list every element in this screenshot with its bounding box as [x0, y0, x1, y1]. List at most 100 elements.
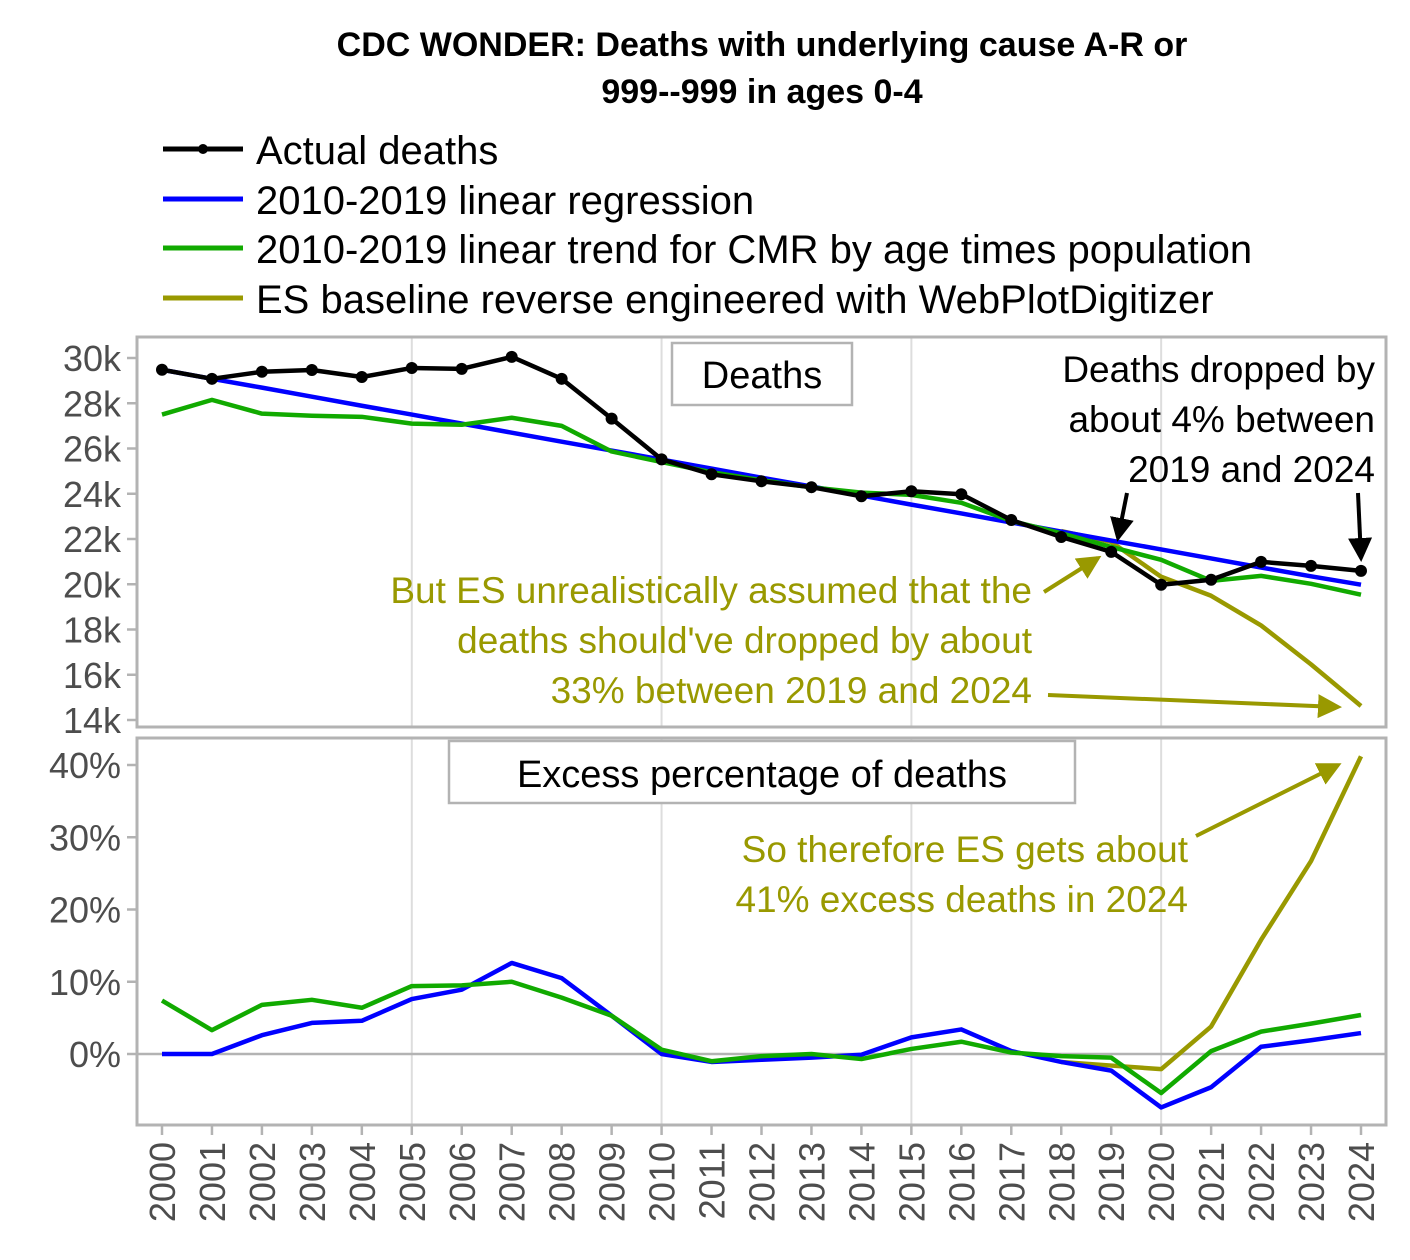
data-point-actual-2004 [355, 371, 368, 384]
x-tick-label: 2009 [592, 1142, 633, 1222]
annotation-es-excess-line-2: 41% excess deaths in 2024 [735, 879, 1188, 920]
data-point-actual-2001 [205, 372, 218, 385]
series-deaths [156, 350, 1367, 708]
data-point-actual-2008 [555, 372, 568, 385]
annotation-es-excess: So therefore ES gets about 41% excess de… [735, 763, 1342, 920]
x-tick-label: 2019 [1091, 1142, 1132, 1222]
annotation-es-arrow-2019 [1042, 555, 1102, 594]
legend-item-actual: Actual deaths [163, 129, 498, 173]
data-point-actual-2020 [1155, 578, 1168, 591]
legend-label-cmr: 2010-2019 linear trend for CMR by age ti… [256, 228, 1252, 272]
x-axis: 2000 2001 2002 2003 2004 2005 2006 2007 2008 2009… [142, 1125, 1382, 1222]
panel-label-deaths: Deaths [702, 355, 822, 397]
data-point-actual-2003 [305, 363, 318, 376]
series-line-es [1061, 755, 1364, 1072]
legend-label-es: ES baseline reverse engineered with WebP… [256, 278, 1214, 322]
legend-item-es: ES baseline reverse engineered with WebP… [163, 278, 1214, 322]
x-tick-label: 2002 [242, 1142, 283, 1222]
grid-top [410, 337, 1163, 727]
legend-item-cmr: 2010-2019 linear trend for CMR by age ti… [163, 228, 1252, 272]
panel-label-box-excess [447, 739, 1077, 805]
x-tick-label: 2016 [941, 1142, 982, 1222]
annotation-es-line-1: But ES unrealistically assumed that the [390, 570, 1032, 611]
x-tick-label: 2008 [542, 1142, 583, 1222]
x-tick-label: 2010 [642, 1142, 683, 1222]
data-point-actual-2018 [1055, 530, 1068, 543]
x-tick-label: 2024 [1341, 1142, 1382, 1222]
annotation-es-line-3: 33% between 2019 and 2024 [551, 670, 1032, 711]
x-tick-label: 2011 [692, 1142, 733, 1219]
y-tick-label: 20k [63, 564, 122, 605]
panel-excess: 0% 10% 20% 30% 40% Excess percentage of deat… [49, 736, 1388, 1127]
annotation-es-excess-line-1: So therefore ES gets about [742, 829, 1189, 870]
x-tick-label: 2020 [1141, 1142, 1182, 1222]
y-tick-label: 30% [49, 817, 121, 858]
y-tick-label: 24k [63, 474, 122, 515]
data-point-actual-2013 [805, 481, 818, 494]
x-tick-label: 2023 [1291, 1142, 1332, 1222]
x-tick-label: 2013 [791, 1142, 832, 1222]
annotation-actual-line-1: Deaths dropped by [1062, 349, 1375, 390]
chart-title-line-2: 999--999 in ages 0-4 [601, 73, 922, 111]
x-tick-label: 2022 [1241, 1142, 1282, 1222]
series-line-cmr [160, 979, 1362, 1096]
y-tick-label: 0% [69, 1034, 121, 1075]
data-point-actual-2007 [505, 350, 518, 363]
annotation-actual-line-3: 2019 and 2024 [1128, 449, 1375, 490]
y-axis-excess: 0% 10% 20% 30% 40% [49, 745, 137, 1075]
x-tick-label: 2000 [142, 1142, 183, 1222]
annotation-arrow-2019 [1110, 492, 1134, 542]
data-point-actual-2002 [255, 365, 268, 378]
data-point-actual-2010 [655, 453, 668, 466]
data-point-actual-2024 [1355, 564, 1367, 577]
x-tick-label: 2005 [392, 1142, 433, 1222]
x-tick-label: 2018 [1041, 1142, 1082, 1222]
data-point-actual-2014 [855, 490, 868, 503]
data-point-actual-2015 [905, 485, 918, 498]
y-tick-label: 30k [63, 338, 122, 379]
x-tick-label: 2004 [342, 1142, 383, 1222]
data-point-actual-2021 [1205, 573, 1218, 586]
x-tick-label: 2017 [991, 1142, 1032, 1222]
series-excess [160, 755, 1364, 1110]
data-point-actual-2022 [1255, 555, 1268, 568]
data-point-actual-2017 [1005, 513, 1018, 526]
y-tick-label: 18k [63, 610, 122, 651]
y-tick-label: 10% [49, 962, 121, 1003]
data-point-actual-2006 [455, 362, 468, 375]
data-point-actual-2000 [156, 363, 168, 376]
annotation-actual-line-2: about 4% between [1068, 399, 1375, 440]
x-tick-label: 2003 [292, 1142, 333, 1222]
data-point-actual-2023 [1305, 559, 1318, 572]
panel-border-deaths [135, 335, 1388, 729]
legend-label-actual: Actual deaths [256, 129, 498, 173]
data-point-actual-2005 [405, 361, 418, 374]
x-tick-label: 2021 [1191, 1142, 1232, 1222]
data-point-actual-2011 [705, 468, 718, 481]
x-tick-label: 2014 [841, 1142, 882, 1222]
y-tick-label: 22k [63, 519, 122, 560]
annotation-es-arrow-2024 [1047, 693, 1342, 719]
x-tick-label: 2015 [891, 1142, 932, 1222]
annotation-es-line-2: deaths should've dropped by about [457, 620, 1033, 661]
data-point-actual-2012 [755, 475, 768, 488]
legend-label-regression: 2010-2019 linear regression [256, 179, 754, 223]
y-tick-label: 40% [49, 745, 121, 786]
panel-label-box-deaths [670, 341, 854, 407]
y-tick-label: 20% [49, 890, 121, 931]
panel-label-excess: Excess percentage of deaths [517, 754, 1007, 796]
data-point-actual-2016 [955, 488, 968, 501]
y-tick-label: 16k [63, 655, 122, 696]
x-tick-label: 2012 [742, 1142, 783, 1222]
annotation-arrow-2024 [1348, 492, 1373, 562]
data-point-actual-2019 [1105, 545, 1118, 558]
y-tick-label: 28k [63, 383, 122, 424]
x-tick-label: 2007 [492, 1142, 533, 1222]
series-line-regression [162, 960, 1362, 1110]
y-tick-label: 26k [63, 429, 122, 470]
data-point-actual-2009 [605, 412, 618, 425]
x-tick-label: 2001 [192, 1142, 233, 1222]
